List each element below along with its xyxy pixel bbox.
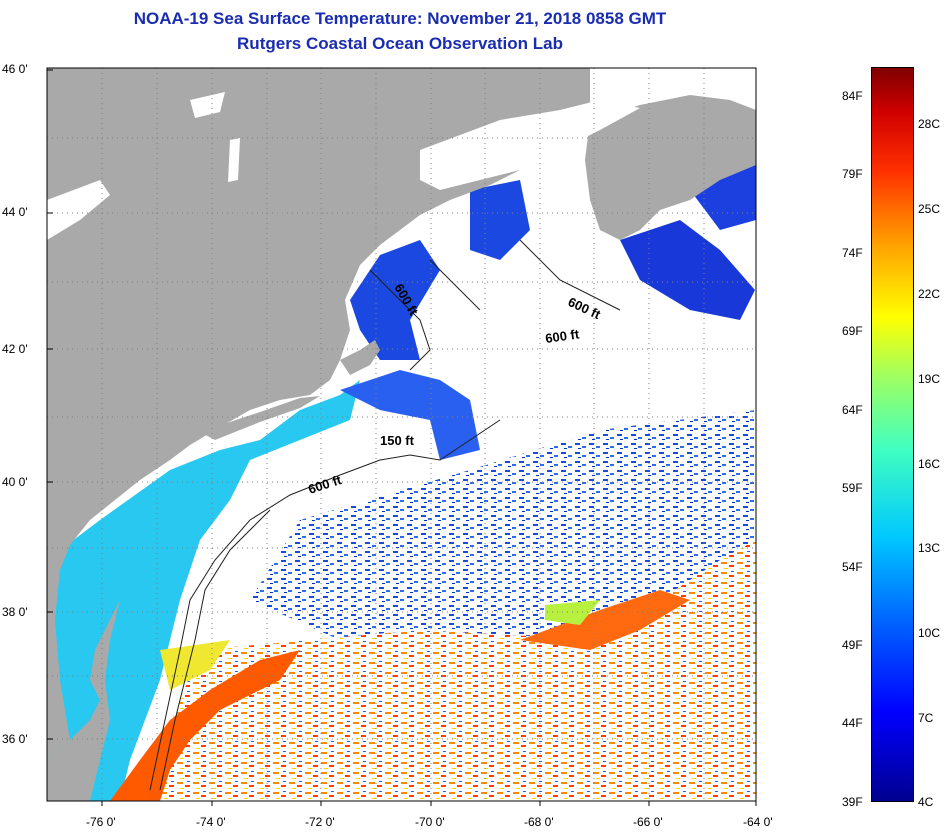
sst-nantucket-shoals	[340, 370, 480, 460]
colorbar-celsius-label: 22C	[918, 287, 941, 301]
axis-ticks	[47, 69, 757, 806]
colorbar-fahrenheit-label: 54F	[842, 560, 863, 574]
land-long-island	[200, 396, 320, 440]
land-lake	[228, 138, 240, 182]
latitude-label: 40 0'	[2, 475, 28, 489]
latitude-label: 36 0'	[2, 732, 28, 746]
land-cloud-patch	[420, 100, 640, 190]
colorbar-fahrenheit-label: 64F	[842, 403, 863, 417]
sst-gulf-of-maine	[350, 240, 440, 360]
land-chesapeake	[47, 600, 120, 801]
longitude-label: -70 0'	[415, 815, 445, 829]
longitude-label: -74 0'	[196, 815, 226, 829]
colorbar-celsius-label: 10C	[918, 626, 941, 640]
isobath-lines	[149, 239, 621, 791]
land-cloud-patch	[47, 180, 110, 240]
colorbar-fahrenheit-label: 39F	[842, 795, 863, 809]
map-grid	[47, 68, 756, 801]
longitude-label: -64 0'	[743, 815, 773, 829]
map-title: NOAA-19 Sea Surface Temperature: Novembe…	[133, 9, 667, 28]
land-nova-scotia	[585, 95, 756, 240]
sst-georges-bank	[470, 180, 530, 260]
sst-scotian-shelf	[690, 160, 756, 230]
sst-yellow-band	[160, 640, 230, 690]
colorbar-fahrenheit-label: 59F	[842, 481, 863, 495]
longitude-label: -66 0'	[633, 815, 663, 829]
sst-speckle-region	[250, 410, 756, 660]
longitude-label: -72 0'	[305, 815, 335, 829]
colorbar-celsius-label: 4C	[918, 795, 934, 809]
colorbar-fahrenheit-label: 79F	[842, 167, 863, 181]
sst-warm-eddy	[520, 590, 690, 650]
colorbar-celsius-label: 13C	[918, 541, 941, 555]
latitude-label: 42 0'	[2, 342, 28, 356]
colorbar-celsius-label: 7C	[918, 711, 934, 725]
colorbar-fahrenheit-label: 49F	[842, 638, 863, 652]
colorbar-celsius-label: 28C	[918, 117, 941, 131]
longitude-label: -76 0'	[86, 815, 116, 829]
latitude-label: 38 0'	[2, 605, 28, 619]
sst-warm-speckle-region	[140, 540, 756, 801]
depth-label: 150 ft	[380, 433, 415, 448]
colorbar-fahrenheit-label: 44F	[842, 716, 863, 730]
land-cape-cod	[340, 340, 380, 375]
colorbar-celsius-label: 25C	[918, 202, 941, 216]
sst-bay-of-fundy	[620, 220, 755, 320]
latitude-label: 44 0'	[2, 205, 28, 219]
temperature-colorbar	[871, 67, 914, 802]
colorbar-celsius-label: 16C	[918, 457, 941, 471]
latitude-label: 46 0'	[2, 62, 28, 76]
map-subtitle: Rutgers Coastal Ocean Observation Lab	[237, 34, 563, 53]
land-us-east-coast	[47, 68, 590, 760]
land-cloud-patch	[190, 92, 225, 118]
colorbar-fahrenheit-label: 84F	[842, 89, 863, 103]
colorbar-celsius-label: 19C	[918, 372, 941, 386]
colorbar-fahrenheit-label: 74F	[842, 246, 863, 260]
colorbar-fahrenheit-label: 69F	[842, 324, 863, 338]
longitude-label: -68 0'	[524, 815, 554, 829]
sst-shelf-water	[47, 380, 360, 801]
map-frame	[46, 67, 757, 802]
depth-label: 600 ft	[544, 326, 580, 346]
